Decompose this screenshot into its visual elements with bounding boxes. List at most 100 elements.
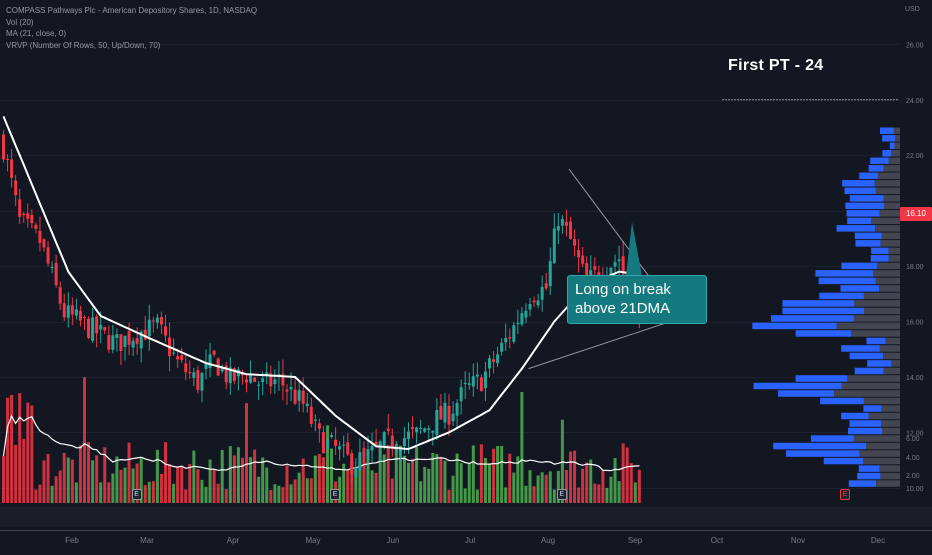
candle-body: [326, 438, 329, 450]
candle-body: [224, 365, 228, 383]
volume-bar: [168, 464, 172, 503]
candle-body: [552, 228, 556, 264]
volume-bar: [593, 483, 597, 503]
candle-body: [253, 377, 257, 382]
volume-bar: [159, 473, 163, 503]
volume-bar: [2, 455, 5, 503]
candle-body: [338, 446, 342, 450]
time-tick-label: Apr: [227, 536, 240, 545]
candle-body: [398, 449, 402, 453]
volume-bar: [524, 485, 528, 503]
candle-body: [419, 428, 423, 430]
candle-body: [350, 453, 354, 475]
price-tick-label: 10.00: [906, 486, 924, 493]
volume-bar: [317, 453, 321, 503]
vrvp-up: [848, 480, 877, 487]
vrvp-down: [893, 127, 900, 135]
candle-body: [317, 423, 321, 429]
volume-bar: [435, 454, 439, 503]
volume-bar: [196, 469, 200, 503]
volume-bar: [463, 488, 467, 503]
volume-bar: [269, 489, 273, 503]
volume-bar: [479, 444, 483, 503]
volume-bar: [26, 402, 30, 503]
volume-bar: [216, 483, 220, 503]
vrvp-up: [847, 217, 872, 225]
candle-body: [524, 310, 528, 318]
volume-bar: [330, 448, 334, 503]
candle-body: [581, 255, 585, 264]
candle-body: [378, 441, 382, 449]
vrvp-down: [891, 150, 900, 157]
volume-bar: [621, 443, 625, 503]
volume-bar: [180, 465, 184, 503]
earnings-marker[interactable]: E: [131, 489, 142, 500]
candle-body: [532, 300, 536, 303]
symbol-title[interactable]: COMPASS Pathways Plc - American Deposito…: [6, 6, 258, 15]
volume-bar: [512, 472, 516, 503]
candle-body: [119, 334, 123, 351]
callout-line-2: above 21DMA: [575, 300, 671, 317]
volume-bar: [123, 467, 127, 503]
vrvp-down: [872, 270, 900, 277]
volume-bar: [208, 459, 212, 503]
earnings-marker[interactable]: E: [556, 489, 567, 500]
vrvp-down: [876, 480, 900, 487]
volume-bar: [459, 463, 463, 503]
ma21-path: [2, 116, 640, 451]
vrvp-up: [870, 157, 889, 165]
volume-bar: [34, 489, 38, 503]
volume-bar: [354, 470, 358, 503]
volume-bar: [257, 476, 261, 503]
candle-body: [208, 354, 212, 368]
volume-bar: [447, 489, 451, 503]
volume-bar: [556, 470, 560, 503]
earnings-marker[interactable]: E: [840, 489, 850, 500]
trade-callout: Long on break above 21DMA: [567, 275, 707, 324]
vrvp-indicator-label[interactable]: VRVP (Number Of Rows, 50, Up/Down, 70): [6, 40, 161, 50]
candle-body: [58, 287, 62, 304]
candle-body: [293, 389, 297, 404]
volume-bar: [253, 449, 257, 503]
candle-body: [281, 374, 285, 386]
candle-body: [123, 335, 127, 347]
volume-bar: [236, 447, 240, 503]
volume-bar: [467, 463, 471, 503]
vrvp-up: [849, 195, 884, 202]
vrvp-down: [859, 450, 900, 457]
volume-bar: [200, 479, 204, 503]
candle-body: [95, 316, 99, 334]
time-tick-label: Jun: [387, 536, 400, 545]
candle-body: [78, 310, 82, 321]
earnings-marker[interactable]: E: [330, 489, 341, 500]
volume-bar: [70, 459, 74, 503]
ma-indicator-label[interactable]: MA (21, close, 0): [6, 29, 67, 38]
candle-body: [111, 335, 115, 350]
candle-body: [172, 352, 176, 354]
volume-bar: [91, 460, 95, 503]
volume-bar: [164, 442, 167, 503]
ma-line: [2, 116, 640, 451]
volume-indicator-label[interactable]: Vol (20): [6, 17, 34, 27]
volume-bar: [483, 457, 487, 503]
volume-bar: [382, 454, 386, 503]
volume-bar: [569, 451, 572, 503]
candle-body: [50, 266, 54, 268]
volume-tick-label: 4.00: [906, 455, 920, 462]
candle-body: [439, 406, 443, 420]
candle-body: [285, 389, 289, 392]
vrvp-up: [866, 337, 886, 345]
volume-bar: [346, 470, 350, 503]
volume-bar: [378, 443, 382, 503]
vrvp-down: [875, 187, 900, 195]
candle-body: [443, 402, 447, 423]
candle-body: [91, 317, 95, 341]
price-tick-label: 12.00: [906, 430, 924, 437]
volume-bar: [293, 479, 297, 503]
volume-bar: [326, 425, 329, 503]
volume-bar: [245, 403, 248, 503]
volume-bar: [6, 397, 10, 503]
candle-body: [540, 286, 544, 300]
